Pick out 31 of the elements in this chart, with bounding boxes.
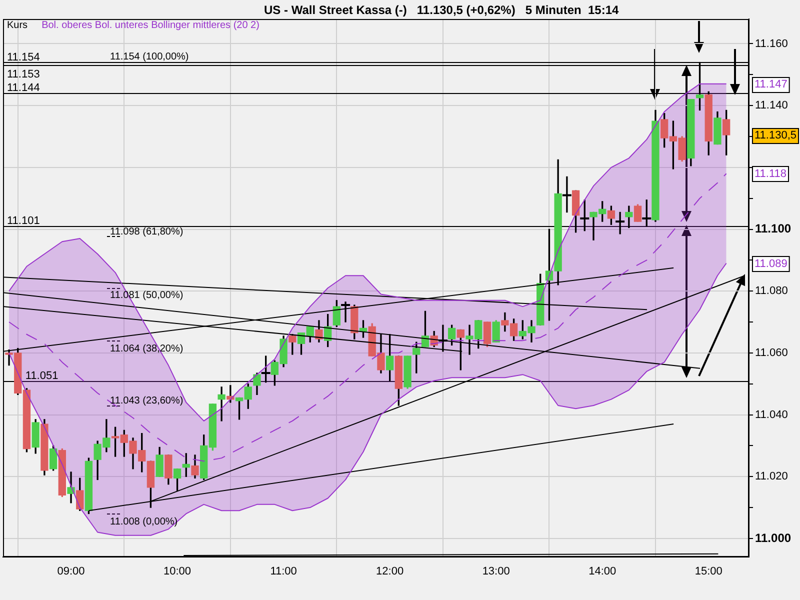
ref-line-label: 11.101 [7, 215, 40, 228]
x-tick-label: 12:00 [376, 566, 404, 578]
y-tick-label: 11.160 [755, 38, 788, 50]
x-tick-label: 09:00 [57, 566, 85, 578]
text: 11.147 [754, 78, 788, 91]
y-tick-label: 11.060 [755, 346, 788, 359]
annotation: 11.154 (100,00%) [110, 52, 189, 62]
y-tick-label: 11.000 [755, 530, 792, 545]
ref-line-label: 11.153 [7, 68, 40, 80]
legend-title: Kurs [7, 20, 28, 31]
x-tick-label: 15:00 [694, 566, 722, 578]
y-tick-label: 11.140 [755, 100, 788, 112]
x-tick-label: 14:00 [588, 566, 616, 578]
x-tick-label: 10:00 [164, 566, 192, 578]
annotation: 11.008 (0,00%) [110, 516, 178, 528]
y-tick-label: 11.020 [755, 470, 788, 483]
y-tick-label: 11.080 [755, 285, 788, 298]
text: Bol. oberes Bol. unteres Bollinger mittleres (20 2) [42, 20, 260, 31]
text: 11.130,5 [754, 130, 797, 142]
y-tick-label: 11.040 [755, 408, 788, 421]
text: 11.118 [754, 168, 787, 180]
annotation: 11.098 (61,80%) [110, 226, 184, 238]
chart-title: US - Wall Street Kassa (-) 11.130,5 (+0,62%) 5 Minuten 15:14 [264, 3, 619, 17]
ref-line-label: 11.051 [25, 370, 58, 382]
x-tick-label: 11:00 [270, 566, 297, 578]
x-tick-label: 13:00 [482, 566, 510, 578]
text: 11.089 [754, 258, 788, 270]
y-tick-label: 11.100 [755, 222, 792, 236]
ref-line-label: 11.154 [7, 51, 40, 64]
annotation: 11.043 (23,60%) [110, 396, 184, 406]
ref-line-label: 11.144 [7, 82, 40, 94]
